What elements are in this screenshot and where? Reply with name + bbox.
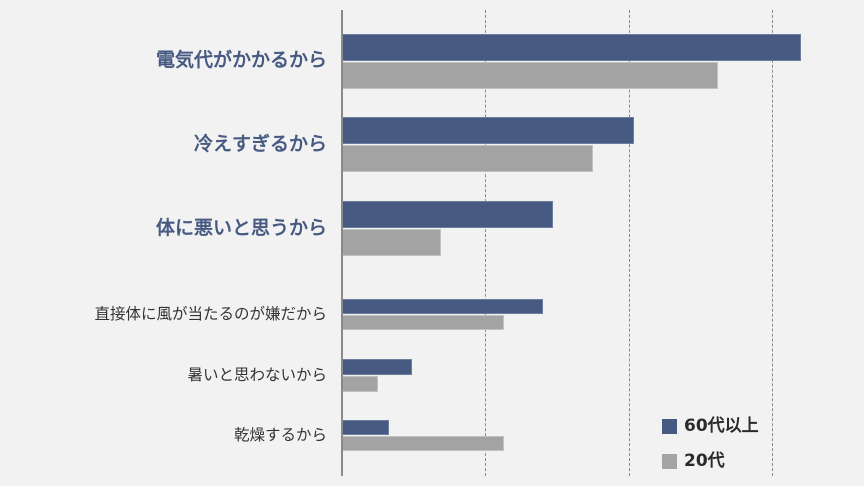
bar-20s [343, 229, 441, 256]
category-label-bad-for-health: 体に悪いと思うから [155, 217, 327, 239]
gridline [485, 10, 487, 476]
category-label-electricity-cost: 電気代がかかるから [155, 49, 327, 71]
category-label-not-hot: 暑いと思わないから [187, 366, 327, 384]
legend-item-60s-plus: 60代以上 [662, 418, 759, 435]
category-label-too-cold: 冷えすぎるから [193, 133, 327, 155]
bar-20s [343, 436, 504, 451]
legend-swatch-60s-plus [662, 419, 677, 434]
category-label-dislike-direct-wind: 直接体に風が当たるのが嫌だから [94, 305, 327, 323]
bar-20s [343, 62, 718, 89]
legend-label-60s-plus: 60代以上 [684, 416, 759, 436]
gridline [628, 10, 630, 476]
bar-60s-plus [343, 420, 390, 435]
legend-item-20s: 20代 [662, 453, 725, 470]
gridline [772, 10, 773, 476]
category-axis-line [341, 10, 343, 476]
bar-60s-plus [343, 117, 635, 144]
bar-20s [343, 145, 593, 172]
bar-20s [343, 376, 378, 392]
bar-60s-plus [343, 299, 543, 314]
legend-swatch-20s [662, 454, 677, 469]
bar-60s-plus [343, 201, 553, 228]
legend-label-20s: 20代 [684, 451, 725, 471]
bar-20s [343, 315, 504, 330]
bar-60s-plus [343, 359, 413, 375]
category-label-dryness: 乾燥するから [233, 426, 327, 444]
bar-60s-plus [343, 34, 801, 61]
